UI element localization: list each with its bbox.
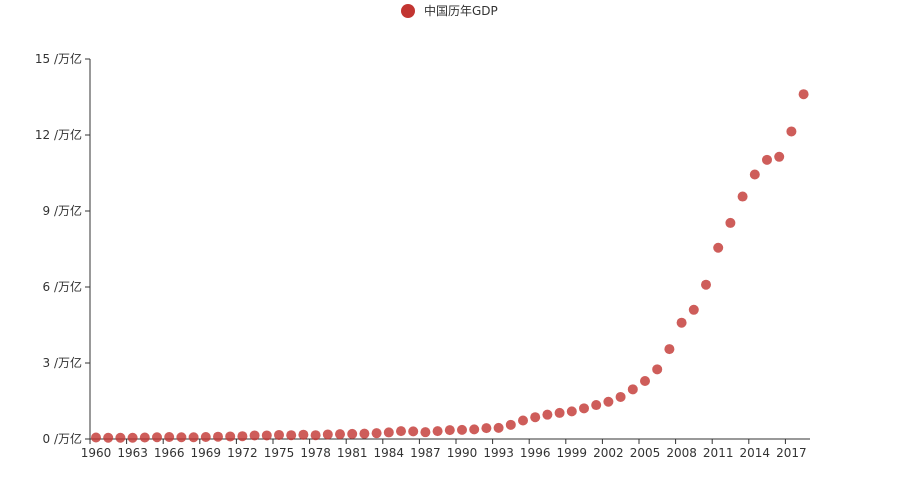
data-point[interactable]	[493, 422, 504, 433]
data-point[interactable]	[713, 242, 724, 253]
data-point[interactable]	[152, 432, 162, 443]
x-tick-label: 2008	[666, 446, 697, 460]
data-point[interactable]	[261, 430, 272, 441]
data-point[interactable]	[664, 344, 675, 355]
data-point[interactable]	[310, 430, 321, 441]
x-tick-label: 1984	[374, 446, 405, 460]
data-point[interactable]	[615, 391, 626, 402]
data-point[interactable]	[432, 426, 443, 437]
y-tick-label: 15 /万亿	[35, 51, 82, 66]
x-tick-label: 1990	[447, 446, 478, 460]
data-point[interactable]	[505, 419, 516, 430]
data-point[interactable]	[115, 432, 126, 443]
data-point[interactable]	[274, 429, 284, 440]
data-points	[91, 89, 809, 443]
x-tick-label: 2017	[776, 446, 807, 460]
x-tick-label: 1975	[264, 446, 295, 460]
data-point[interactable]	[518, 415, 528, 426]
data-point[interactable]	[139, 432, 150, 443]
legend[interactable]: 中国历年GDP	[401, 3, 498, 18]
data-point[interactable]	[737, 191, 748, 202]
data-point[interactable]	[749, 169, 760, 180]
data-point[interactable]	[200, 431, 211, 442]
x-tick-label: 1963	[117, 446, 148, 460]
data-point[interactable]	[762, 154, 772, 165]
data-point[interactable]	[469, 424, 480, 435]
data-point[interactable]	[359, 428, 370, 439]
x-axis: 1960 1963 1966 1969 1972 1975 1978 1981 1984 1987…	[81, 438, 810, 460]
legend-label: 中国历年GDP	[424, 3, 498, 18]
x-tick-label: 2014	[740, 446, 771, 460]
data-point[interactable]	[481, 423, 492, 434]
data-point[interactable]	[188, 432, 199, 443]
data-point[interactable]	[420, 427, 431, 438]
x-tick-label: 1981	[337, 446, 368, 460]
x-tick-label: 1978	[300, 446, 331, 460]
data-point[interactable]	[298, 429, 309, 440]
data-point[interactable]	[164, 431, 175, 442]
x-tick-label: 2011	[703, 446, 734, 460]
legend-marker	[401, 4, 415, 18]
data-point[interactable]	[237, 431, 248, 442]
data-point[interactable]	[701, 279, 711, 290]
data-point[interactable]	[725, 217, 736, 228]
data-point[interactable]	[554, 407, 565, 418]
data-point[interactable]	[591, 400, 602, 411]
data-point[interactable]	[688, 304, 699, 315]
x-tick-label: 2002	[593, 446, 624, 460]
data-point[interactable]	[542, 409, 553, 420]
data-point[interactable]	[335, 429, 345, 440]
data-point[interactable]	[91, 432, 101, 443]
data-point[interactable]	[249, 430, 260, 441]
data-point[interactable]	[627, 384, 638, 395]
data-point[interactable]	[676, 317, 687, 328]
data-point[interactable]	[396, 426, 406, 437]
x-tick-label: 1987	[410, 446, 441, 460]
data-point[interactable]	[640, 375, 650, 386]
data-point[interactable]	[786, 126, 797, 137]
y-tick-label: 12 /万亿	[35, 127, 82, 142]
y-tick-label: 6 /万亿	[43, 279, 83, 294]
data-point[interactable]	[603, 396, 614, 407]
x-tick-label: 1969	[191, 446, 222, 460]
data-point[interactable]	[798, 89, 809, 100]
data-point[interactable]	[457, 424, 467, 435]
y-tick-label: 3 /万亿	[43, 355, 83, 370]
data-point[interactable]	[579, 403, 589, 414]
y-tick-label: 0 /万亿	[43, 431, 83, 446]
x-tick-label: 2005	[630, 446, 661, 460]
data-point[interactable]	[286, 430, 297, 441]
x-tick-label: 1960	[81, 446, 112, 460]
x-tick-label: 1996	[520, 446, 551, 460]
data-point[interactable]	[408, 426, 419, 437]
y-axis: 0 /万亿 3 /万亿 6 /万亿 9 /万亿 12 /万亿 15 /万亿	[35, 51, 91, 446]
data-point[interactable]	[127, 432, 138, 443]
data-point[interactable]	[566, 406, 577, 417]
data-point[interactable]	[444, 425, 455, 436]
data-point[interactable]	[103, 432, 114, 443]
y-tick-label: 9 /万亿	[43, 203, 83, 218]
data-point[interactable]	[774, 151, 785, 162]
data-point[interactable]	[530, 412, 541, 423]
data-point[interactable]	[652, 364, 663, 375]
x-tick-label: 1972	[227, 446, 258, 460]
x-tick-label: 1993	[483, 446, 514, 460]
x-tick-label: 1999	[557, 446, 588, 460]
x-tick-label: 1966	[154, 446, 185, 460]
data-point[interactable]	[371, 428, 382, 439]
data-point[interactable]	[322, 429, 333, 440]
data-point[interactable]	[213, 431, 223, 442]
data-point[interactable]	[225, 431, 236, 442]
data-point[interactable]	[383, 427, 394, 438]
data-point[interactable]	[176, 432, 187, 443]
data-point[interactable]	[347, 428, 358, 439]
